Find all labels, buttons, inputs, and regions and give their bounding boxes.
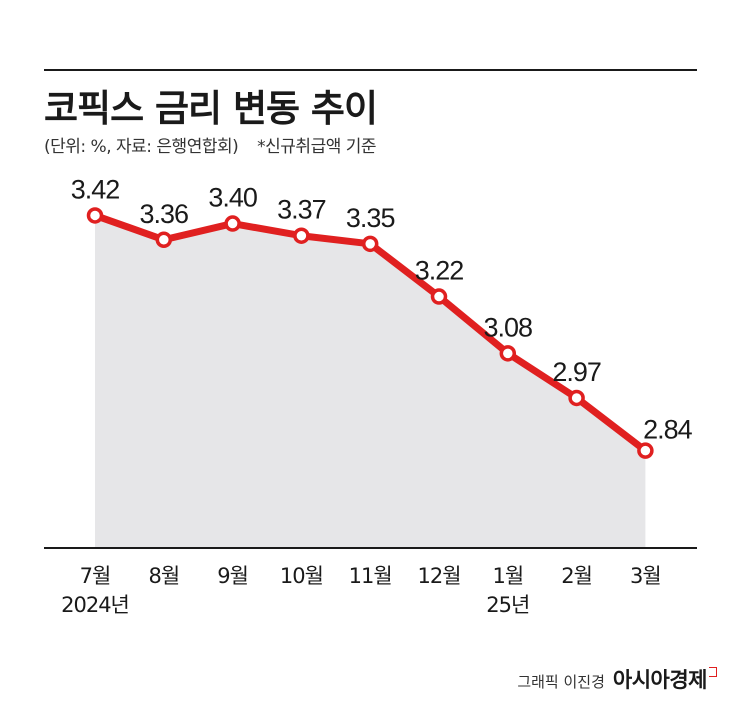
data-label: 3.08 [484,312,533,342]
data-label: 3.35 [346,203,395,233]
data-point [86,207,104,224]
x-tick-label: 11월 [349,564,392,588]
data-label-layer: 3.42 3.36 3.40 3.37 3.35 3.22 3.08 2.97 2.84 [71,174,694,445]
unit-source-label: (단위: %, 자료: 은행연합회) [44,137,239,157]
chart-subtitle: (단위: %, 자료: 은행연합회) *신규취급액 기준 [44,132,377,157]
x-tick-label: 9월 [217,564,248,588]
x-year-label: 2024년 [61,593,129,617]
x-tick-label: 10월 [280,564,323,588]
data-label: 3.36 [140,199,189,229]
top-rule [44,69,697,71]
x-tick-label: 7월 [80,564,111,588]
data-point [637,442,654,459]
x-tick-label: 2월 [561,564,592,588]
data-label: 2.97 [552,357,601,387]
data-label: 3.42 [71,174,120,204]
data-point [499,345,517,362]
data-label: 3.22 [415,256,464,286]
data-point [224,215,241,232]
credit: 그래픽 이진경 아시아경제 [517,664,717,694]
data-point [568,389,585,407]
area-layer [95,215,646,548]
chart-title: 코픽스 금리 변동 추이 [44,87,378,130]
brand-mark-icon [709,667,717,677]
data-label: 3.40 [208,183,257,213]
x-tick-label: 12월 [417,564,460,588]
x-tick-label-layer: 7월 2024년 8월 9월 10월 11월 12월 1월 25년 2월 3월 [61,564,662,617]
data-point [361,235,379,253]
basis-note: *신규취급액 기준 [257,137,377,157]
x-tick-label: 1월 [492,564,523,588]
data-label: 3.37 [277,195,326,225]
x-tick-label: 3월 [630,564,661,588]
data-label: 2.84 [643,415,693,445]
data-point [430,288,448,305]
data-point-layer [86,207,654,459]
credit-author: 그래픽 이진경 [517,673,605,691]
data-point [155,231,173,249]
brand-logo: 아시아경제 [612,668,708,692]
x-year-label: 25년 [486,593,529,617]
series-area [95,215,646,548]
x-tick-label: 8월 [148,564,179,588]
data-point [293,227,310,244]
